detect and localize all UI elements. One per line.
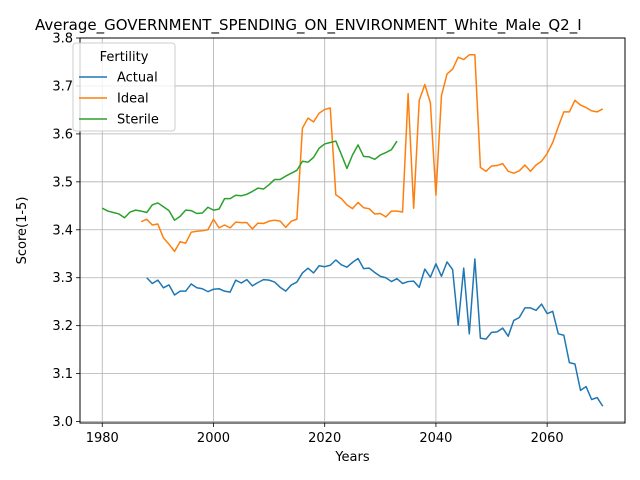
axis-ticks: 1980 2000 2020 2040 2060 3.0 3.1 3.2 3.3 3.4 3.5 3.… [52,32,563,447]
y-tick-label: 3.5 [52,175,73,190]
y-tick-label: 3.4 [52,223,73,238]
series-line-actual [146,257,604,407]
legend: Fertility Actual Ideal Sterile [72,42,176,132]
y-tick-label: 3.0 [52,415,73,430]
legend-label-actual: Actual [117,71,158,86]
y-axis-label: Score(1-5) [15,197,30,265]
legend-box [72,42,176,132]
y-tick-label: 3.2 [52,319,73,334]
x-tick-label: 2000 [197,431,230,446]
x-tick-label: 1980 [86,431,119,446]
y-tick-label: 3.3 [52,271,73,286]
x-tick-label: 2040 [419,431,452,446]
x-tick-label: 2060 [531,431,564,446]
y-tick-label: 3.1 [52,367,73,382]
plot-frame [79,37,626,424]
legend-label-sterile: Sterile [117,113,159,128]
y-tick-label: 3.6 [52,127,73,142]
chart-title: Average_GOVERNMENT_SPENDING_ON_ENVIRONME… [35,16,582,35]
x-axis-label: Years [334,450,370,465]
legend-label-ideal: Ideal [117,92,149,107]
y-tick-label: 3.8 [52,32,73,47]
legend-title: Fertility [100,50,149,65]
legend-items: Actual Ideal Sterile [79,71,159,128]
x-tick-label: 2020 [308,431,341,446]
series-lines [101,54,604,407]
y-tick-label: 3.7 [52,79,73,94]
series-line-sterile [101,140,398,221]
series-line-ideal [140,54,604,253]
